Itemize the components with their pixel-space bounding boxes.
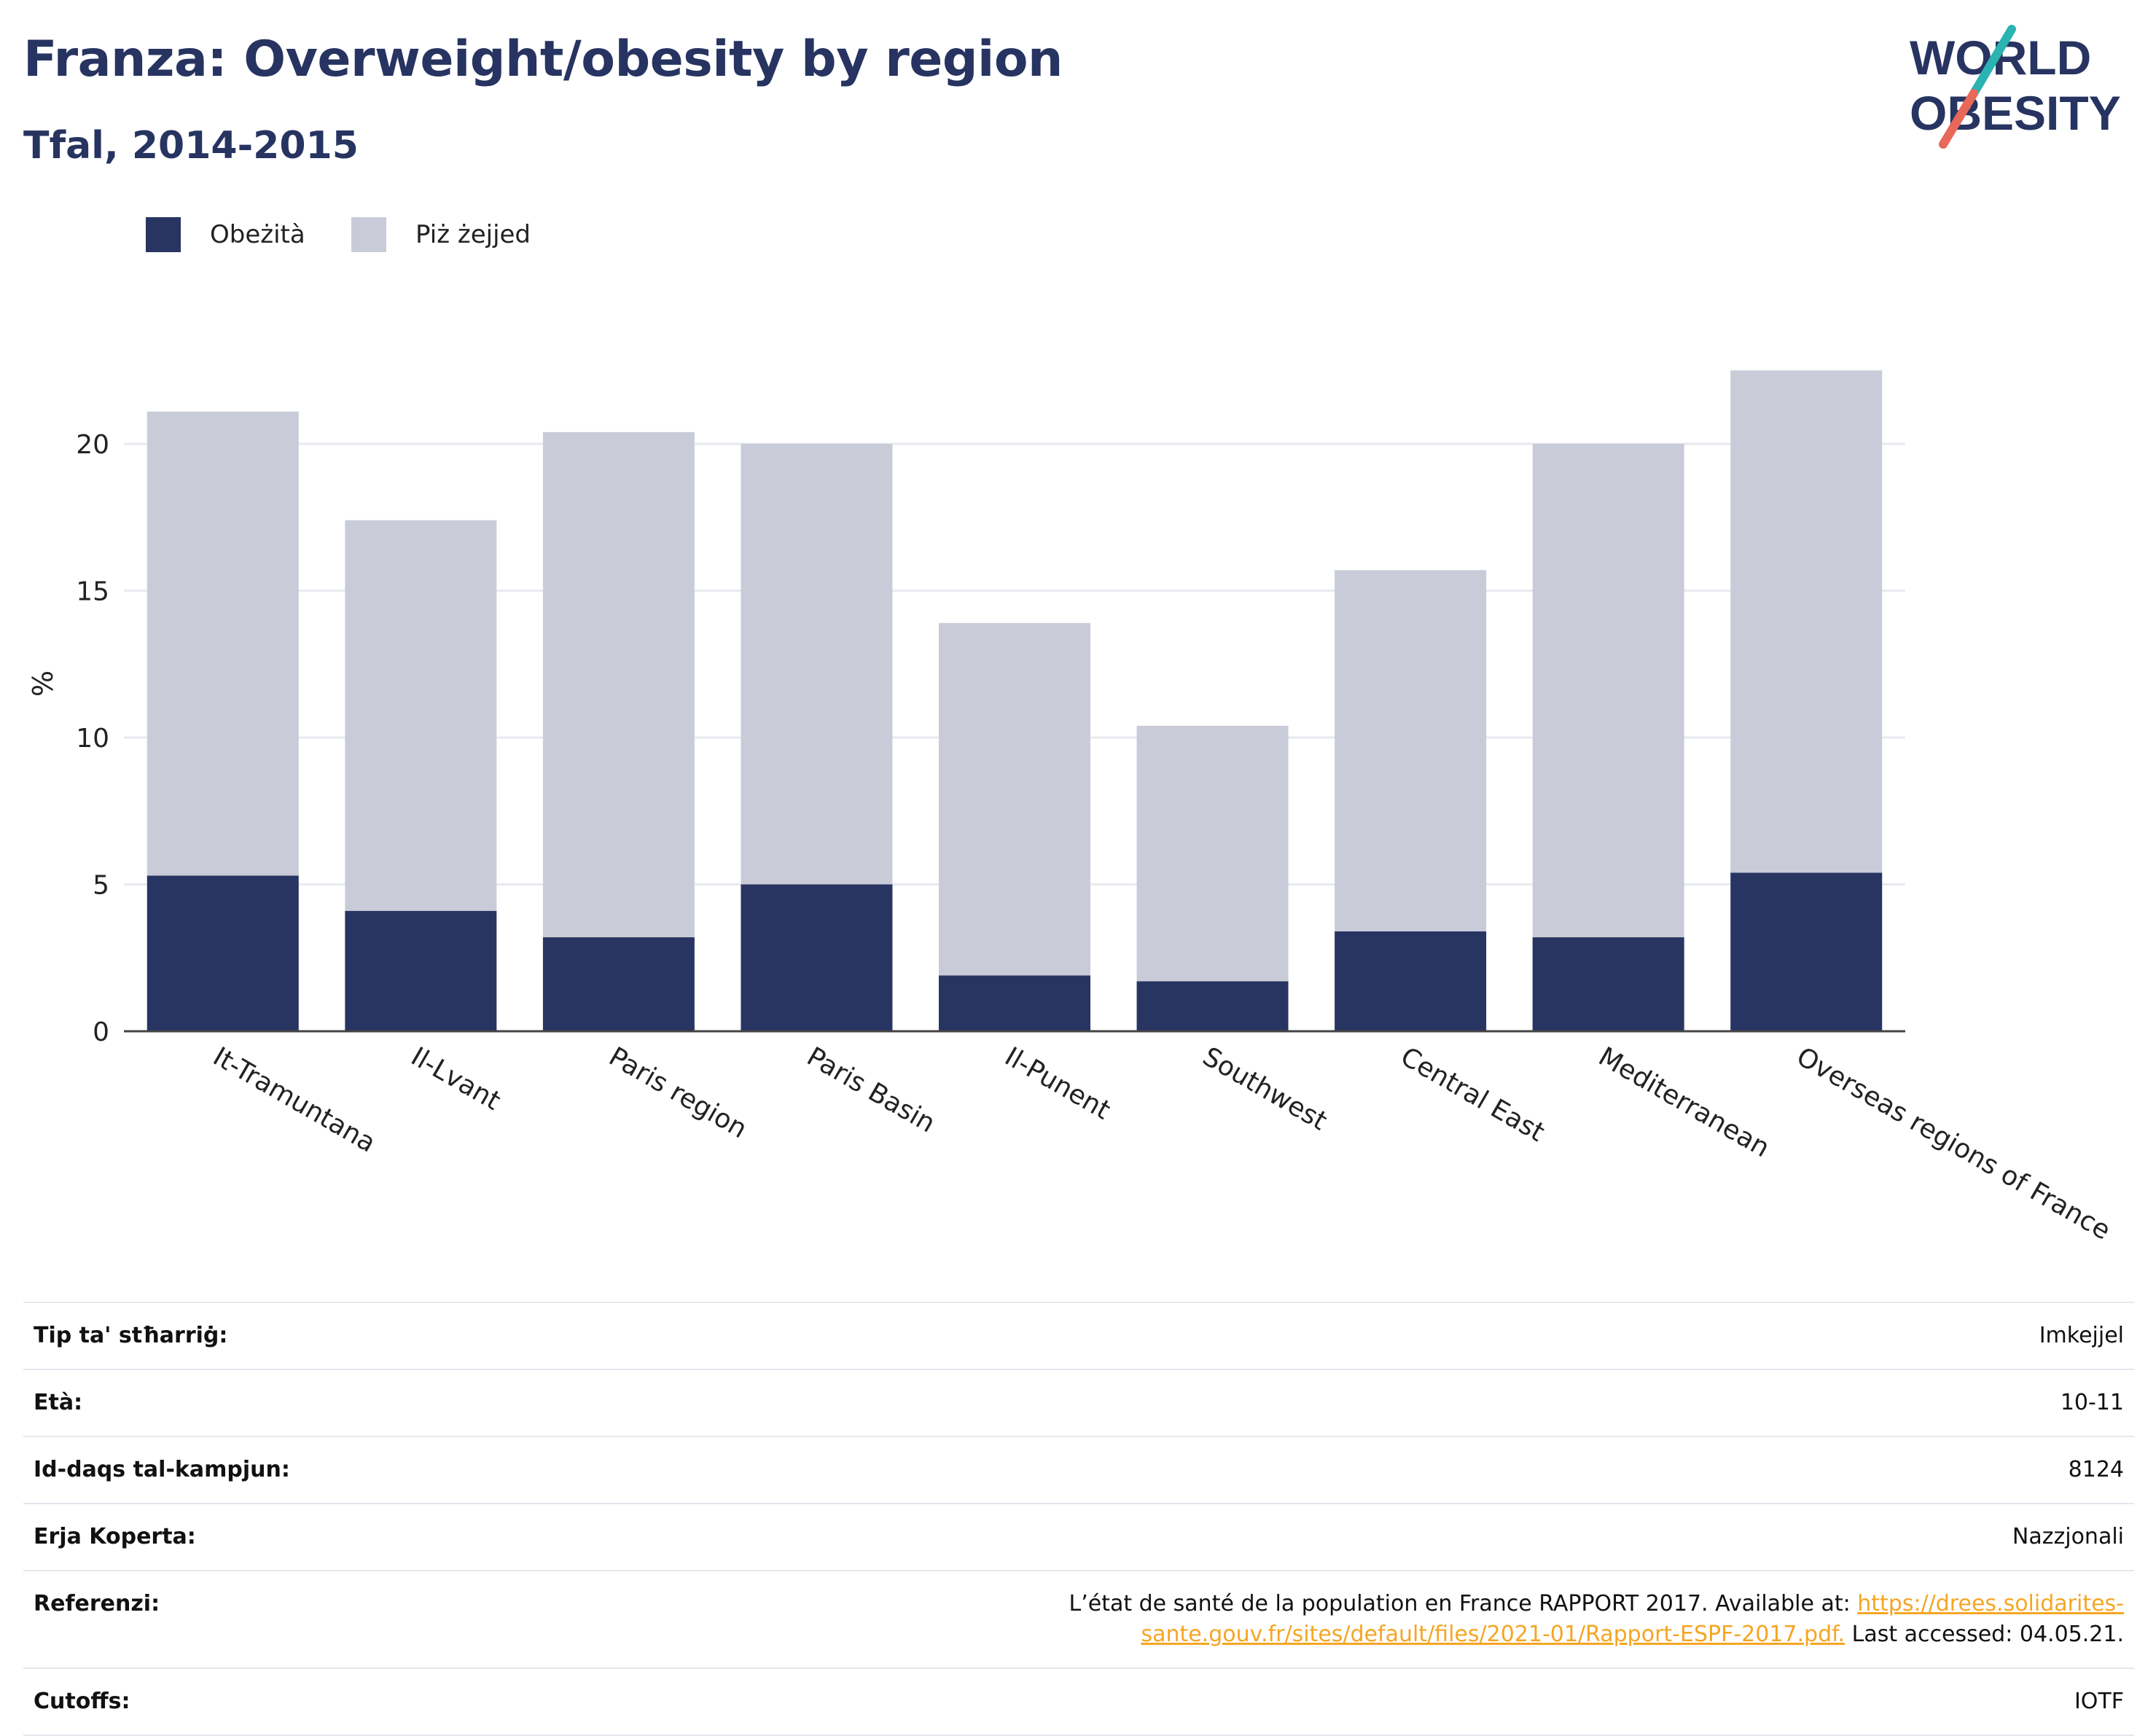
- chart-subtitle: Tfal, 2014-2015: [23, 124, 359, 168]
- bar-overweight-0[interactable]: [147, 411, 299, 876]
- logo-slash-top: [1969, 25, 2016, 98]
- reference-accessed: Last accessed: 04.05.21.: [1845, 1622, 2124, 1647]
- reference-text: L’état de santé de la population en Fran…: [1069, 1591, 1858, 1616]
- bars: [147, 370, 1883, 1032]
- chart-title: Franza: Overweight/obesity by region: [23, 31, 1063, 88]
- x-tick-label: Paris region: [604, 1041, 751, 1144]
- bar-overweight-8[interactable]: [1730, 370, 1883, 873]
- info-key: Referenzi:: [34, 1591, 160, 1616]
- info-row: Id-daqs tal-kampjun: 8124: [23, 1436, 2134, 1504]
- bar-overweight-6[interactable]: [1335, 570, 1487, 931]
- bar-obesity-8[interactable]: [1730, 872, 1883, 1031]
- x-tick-label: Southwest: [1198, 1041, 1332, 1136]
- bar-obesity-1[interactable]: [345, 910, 497, 1031]
- bar-obesity-5[interactable]: [1136, 981, 1289, 1031]
- info-table: Tip ta' stħarriġ: Imkejjel Età: 10-11 Id-daq…: [23, 1302, 2134, 1736]
- bar-chart: 0 5 10 15 20 It-Tramuntana Il-Lvant Paris regio…: [27, 370, 2116, 1246]
- bar-overweight-7[interactable]: [1532, 444, 1684, 938]
- reference-link[interactable]: https://drees.solidarites-sante.gouv.fr/…: [1141, 1591, 2124, 1647]
- bar-overweight-3[interactable]: [741, 444, 893, 885]
- logo-line2: OBESITY: [1910, 86, 2121, 140]
- info-value: Nazzjonali: [2012, 1524, 2124, 1549]
- info-row: Referenzi: L’état de santé de la populati…: [23, 1571, 2134, 1668]
- y-axis-label: %: [27, 670, 59, 697]
- info-row: Tip ta' stħarriġ: Imkejjel: [23, 1302, 2134, 1369]
- x-tick-label: Il-Punent: [1000, 1041, 1116, 1125]
- legend-swatch-overweight: [351, 217, 386, 252]
- x-tick-label: Il-Lvant: [406, 1041, 506, 1116]
- bar-overweight-2[interactable]: [542, 431, 695, 938]
- logo-line1: WORLD: [1910, 31, 2091, 85]
- bar-obesity-4[interactable]: [939, 975, 1090, 1031]
- info-key: Tip ta' stħarriġ:: [34, 1323, 228, 1348]
- x-tick-label: It-Tramuntana: [208, 1041, 380, 1158]
- info-row: Età: 10-11: [23, 1369, 2134, 1436]
- info-key: Cutoffs:: [34, 1689, 130, 1714]
- bar-obesity-0[interactable]: [147, 875, 299, 1031]
- info-value: 8124: [2068, 1457, 2124, 1482]
- legend-label-overweight: Piż żejjed: [415, 220, 531, 249]
- y-tick-label: 20: [76, 430, 109, 460]
- bar-obesity-2[interactable]: [542, 937, 695, 1031]
- logo-slash-bottom: [1939, 89, 1978, 149]
- legend-item-overweight[interactable]: Piż żejjed: [351, 216, 531, 254]
- bar-obesity-7[interactable]: [1532, 937, 1684, 1031]
- y-tick-label: 15: [76, 577, 109, 607]
- info-value: Imkejjel: [2039, 1323, 2124, 1348]
- bar-obesity-6[interactable]: [1335, 931, 1487, 1031]
- info-key: Erja Koperta:: [34, 1524, 196, 1549]
- legend-swatch-obesity: [146, 217, 181, 252]
- bar-overweight-1[interactable]: [345, 520, 497, 911]
- info-key: Età:: [34, 1390, 83, 1415]
- y-tick-label: 0: [93, 1017, 109, 1047]
- bar-overweight-5[interactable]: [1136, 725, 1289, 982]
- info-key: Id-daqs tal-kampjun:: [34, 1457, 290, 1482]
- info-value: L’état de santé de la population en Fran…: [350, 1571, 2134, 1668]
- info-value: 10-11: [2060, 1390, 2124, 1415]
- info-row: Erja Koperta: Nazzjonali: [23, 1504, 2134, 1571]
- x-tick-label: Paris Basin: [802, 1041, 940, 1138]
- legend-item-obesity[interactable]: Obeżità: [146, 216, 305, 254]
- bar-overweight-4[interactable]: [939, 622, 1090, 976]
- legend-label-obesity: Obeżità: [210, 220, 305, 249]
- world-obesity-logo: WORLD OBESITY: [1910, 25, 2121, 149]
- info-value: IOTF: [2074, 1689, 2124, 1714]
- bar-obesity-3[interactable]: [741, 884, 893, 1032]
- x-tick-label: Central East: [1396, 1041, 1550, 1148]
- info-row: Cutoffs: IOTF: [23, 1668, 2134, 1735]
- y-tick-label: 10: [76, 724, 109, 754]
- x-tick-label: Mediterranean: [1593, 1041, 1774, 1163]
- x-tick-label: Overseas regions of France: [1792, 1041, 2116, 1246]
- y-tick-label: 5: [93, 871, 109, 901]
